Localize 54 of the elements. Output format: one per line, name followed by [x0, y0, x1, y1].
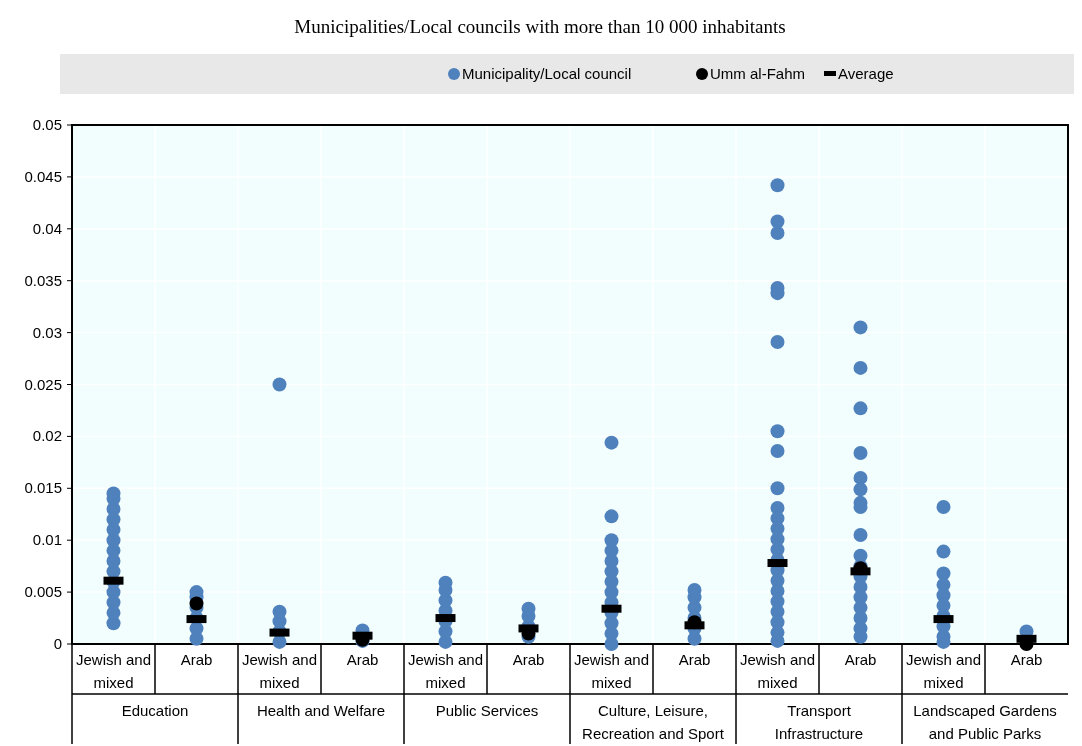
text: Education — [121, 702, 189, 719]
point — [272, 377, 287, 392]
y-tick-label: 0.03 — [32, 323, 62, 341]
text: Landscaped Gardens and Public Parks — [913, 702, 1057, 742]
x-tick-label: Arab — [678, 651, 711, 668]
x-tick-label: Arab — [346, 651, 379, 668]
point — [189, 596, 204, 611]
y-tick-label: 0.015 — [24, 479, 62, 497]
x-tick-label: Arab — [180, 651, 213, 668]
text: Public Services — [435, 702, 539, 719]
point — [853, 360, 868, 375]
y-tick-label: 0.02 — [32, 427, 62, 445]
x-tick-label: Jewish and mixed — [241, 651, 318, 691]
legend-label: Average — [838, 65, 894, 82]
legend-label: Municipality/Local council — [462, 65, 632, 82]
x-tick-label: Arab — [512, 651, 545, 668]
y-tick-label: 0.04 — [32, 219, 62, 237]
y-tick-label: 0.005 — [24, 583, 62, 601]
y-tick-label: 0 — [53, 635, 62, 652]
text: Culture, Leisure, Recreation and Sport — [582, 702, 725, 742]
point — [770, 443, 785, 458]
y-tick-label: 0.035 — [24, 271, 62, 289]
y-tick-label: 0.01 — [32, 531, 62, 549]
point — [853, 470, 868, 485]
point — [853, 401, 868, 416]
point — [770, 481, 785, 496]
y-tick-label: 0.045 — [24, 167, 62, 185]
legend-label: Umm al-Fahm — [710, 65, 806, 82]
point — [770, 178, 785, 193]
point — [604, 637, 619, 651]
x-tick-label: Jewish and mixed — [75, 651, 152, 691]
point — [770, 225, 785, 240]
x-tick-label: Jewish and mixed — [905, 651, 982, 691]
point — [853, 446, 868, 461]
x-tick-label: Jewish and mixed — [739, 651, 816, 691]
chart-title: Municipalities/Local councils with more than 10 000 inhabitants — [294, 16, 786, 37]
y-tick-label: 0.025 — [24, 375, 62, 393]
x-tick-label: Arab — [844, 651, 877, 668]
point — [853, 320, 868, 335]
point — [604, 509, 619, 524]
text: Health and Welfare — [256, 702, 386, 719]
x-tick-label: Jewish and mixed — [407, 651, 484, 691]
point — [770, 424, 785, 439]
point — [770, 334, 785, 349]
x-tick-label: Jewish and mixed — [573, 651, 650, 691]
x-tick-label: Arab — [1010, 651, 1043, 668]
point — [936, 544, 951, 559]
point — [936, 499, 951, 514]
point — [272, 604, 287, 619]
point — [853, 482, 868, 497]
text: Transport Infrastructure — [774, 702, 864, 742]
point — [604, 435, 619, 450]
point — [853, 528, 868, 543]
y-tick-label: 0.05 — [32, 116, 62, 133]
